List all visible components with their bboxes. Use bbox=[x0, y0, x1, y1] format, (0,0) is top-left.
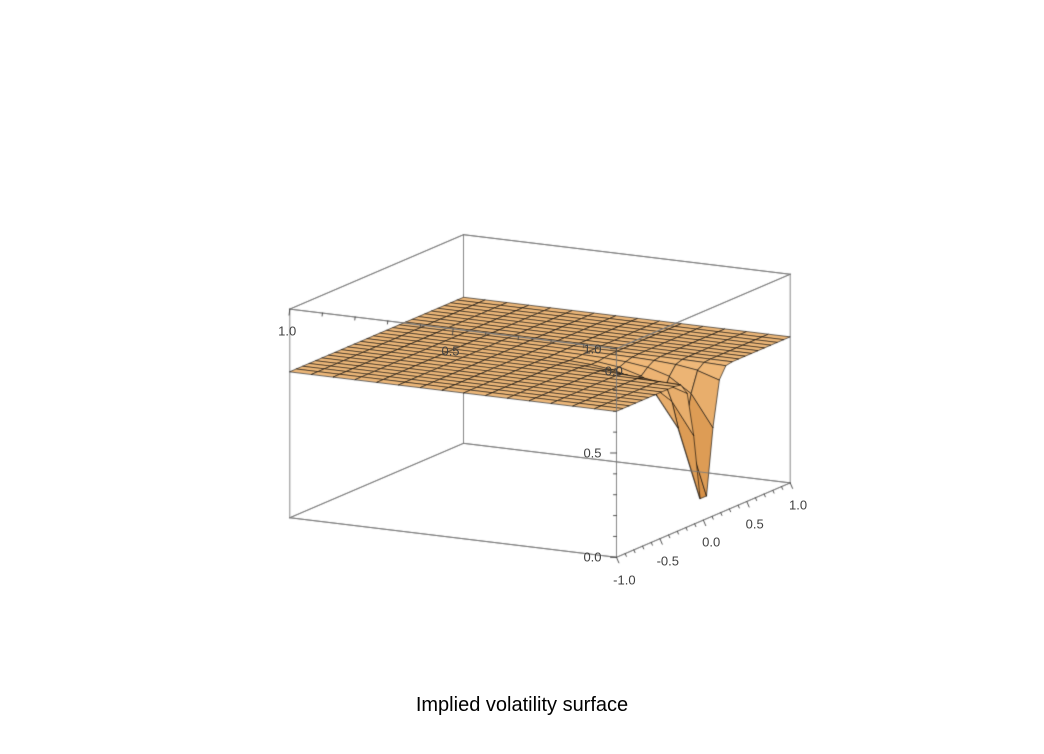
y-tick-label: 0.0 bbox=[605, 363, 623, 378]
x-tick-label: 0.5 bbox=[746, 516, 764, 531]
z-tick-label: 0.0 bbox=[583, 550, 601, 565]
z-tick-label: 0.5 bbox=[583, 445, 601, 460]
surface-chart: -1.0 -0.5 0.0 0.5 1.0 0.0 0.5 1.0 0.0 0.5 1.0 bbox=[0, 0, 1044, 690]
z-tick-label: 1.0 bbox=[583, 341, 601, 356]
x-tick-label: 1.0 bbox=[789, 498, 807, 513]
y-tick-label: 1.0 bbox=[278, 323, 296, 338]
x-tick-label: 0.0 bbox=[702, 535, 720, 550]
x-tick-label: -1.0 bbox=[613, 572, 635, 587]
chart-caption: Implied volatility surface bbox=[0, 694, 1044, 717]
plot-canvas bbox=[0, 0, 1044, 690]
x-tick-label: -0.5 bbox=[657, 554, 679, 569]
y-tick-label: 0.5 bbox=[441, 343, 459, 358]
